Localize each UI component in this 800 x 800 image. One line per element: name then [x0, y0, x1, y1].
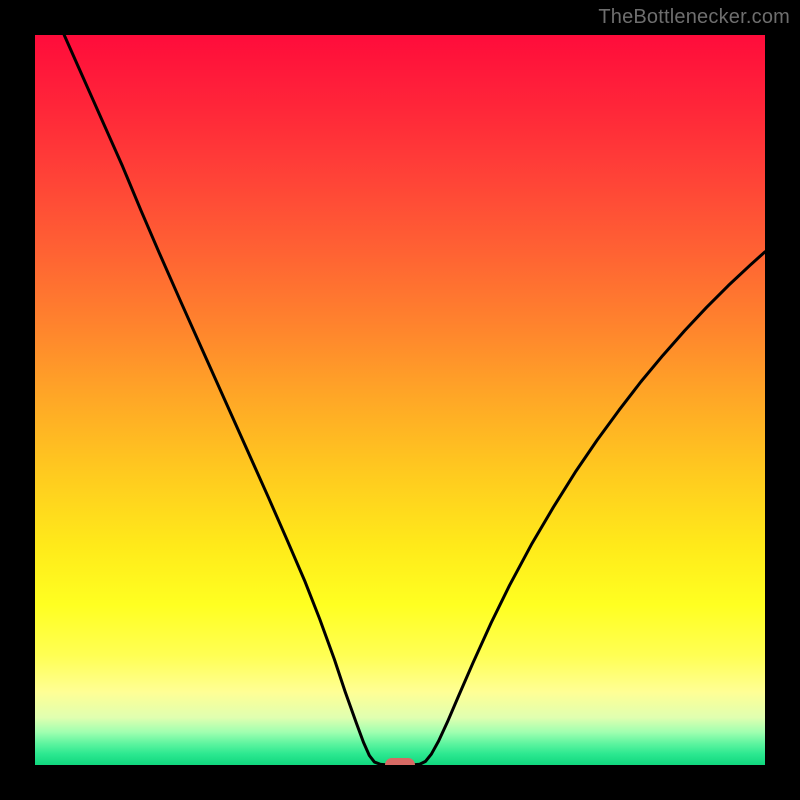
bottleneck-chart	[0, 0, 800, 800]
watermark-text: TheBottlenecker.com	[598, 6, 790, 29]
chart-stage: TheBottlenecker.com	[0, 0, 800, 800]
chart-background	[35, 35, 765, 765]
